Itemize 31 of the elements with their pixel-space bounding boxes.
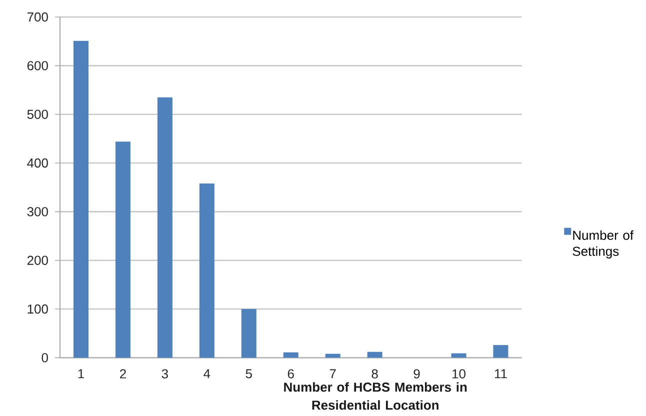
bar: [367, 352, 382, 358]
x-tick-label: 4: [204, 369, 210, 378]
y-tick-label: 500: [27, 110, 48, 119]
x-tick-label: 7: [330, 369, 336, 378]
bar: [283, 352, 298, 358]
y-tick-label: 100: [28, 304, 48, 314]
x-tick-label: 9: [414, 369, 420, 378]
x-tick-label: 1: [78, 369, 84, 378]
x-tick-label: 8: [372, 369, 378, 378]
x-tick-label: 3: [162, 369, 168, 378]
x-tick-label: 11: [494, 369, 507, 378]
bar: [325, 354, 340, 358]
bar: [73, 40, 88, 358]
bar: [157, 97, 172, 358]
y-tick-label: 300: [27, 207, 48, 216]
y-tick-label: 200: [27, 256, 48, 265]
legend-label: Number of Settings: [572, 230, 634, 258]
bar: [115, 142, 130, 358]
bar: [451, 353, 466, 358]
y-tick-label: 600: [27, 61, 48, 70]
bar: [241, 309, 256, 358]
x-tick-label: 2: [120, 369, 126, 378]
x-tick-label: 5: [246, 369, 252, 378]
y-tick-label: 400: [27, 158, 48, 168]
y-tick-label: 700: [27, 12, 48, 22]
x-tick-label: 10: [452, 369, 466, 378]
y-tick-label: 0: [42, 353, 48, 362]
bar: [199, 183, 214, 358]
x-axis-title: Number of HCBS Members in Residential Location: [284, 382, 467, 410]
bar: [493, 345, 508, 358]
x-tick-label: 6: [288, 369, 294, 378]
